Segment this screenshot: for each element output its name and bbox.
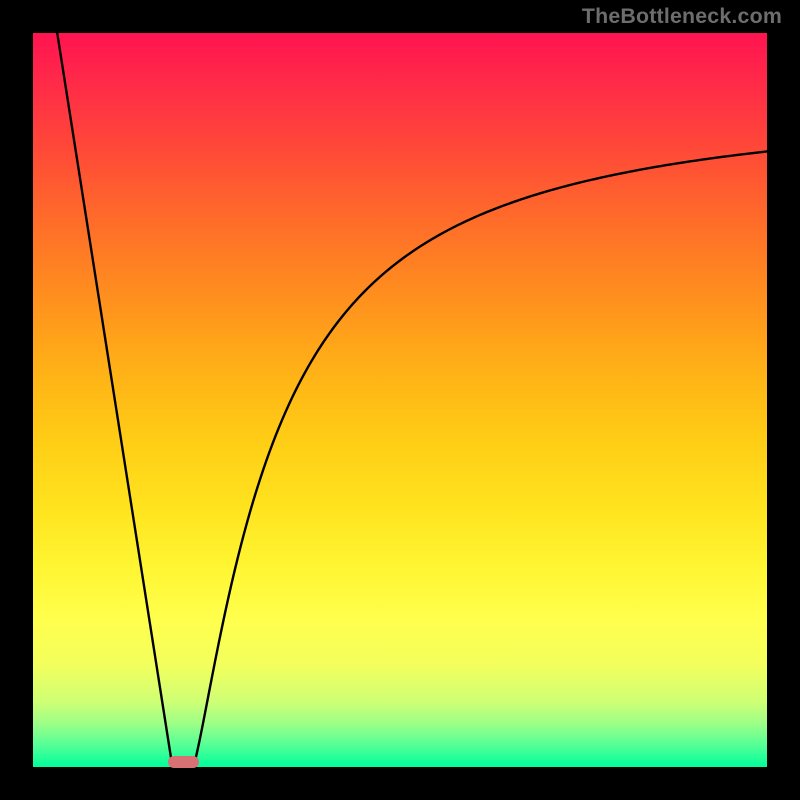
optimal-point-marker xyxy=(168,756,199,768)
curve-layer xyxy=(33,33,767,767)
bottleneck-curve xyxy=(57,33,767,767)
chart-container: { "watermark": { "text": "TheBottleneck.… xyxy=(0,0,800,800)
plot-area xyxy=(33,33,767,767)
watermark-text: TheBottleneck.com xyxy=(582,4,782,29)
